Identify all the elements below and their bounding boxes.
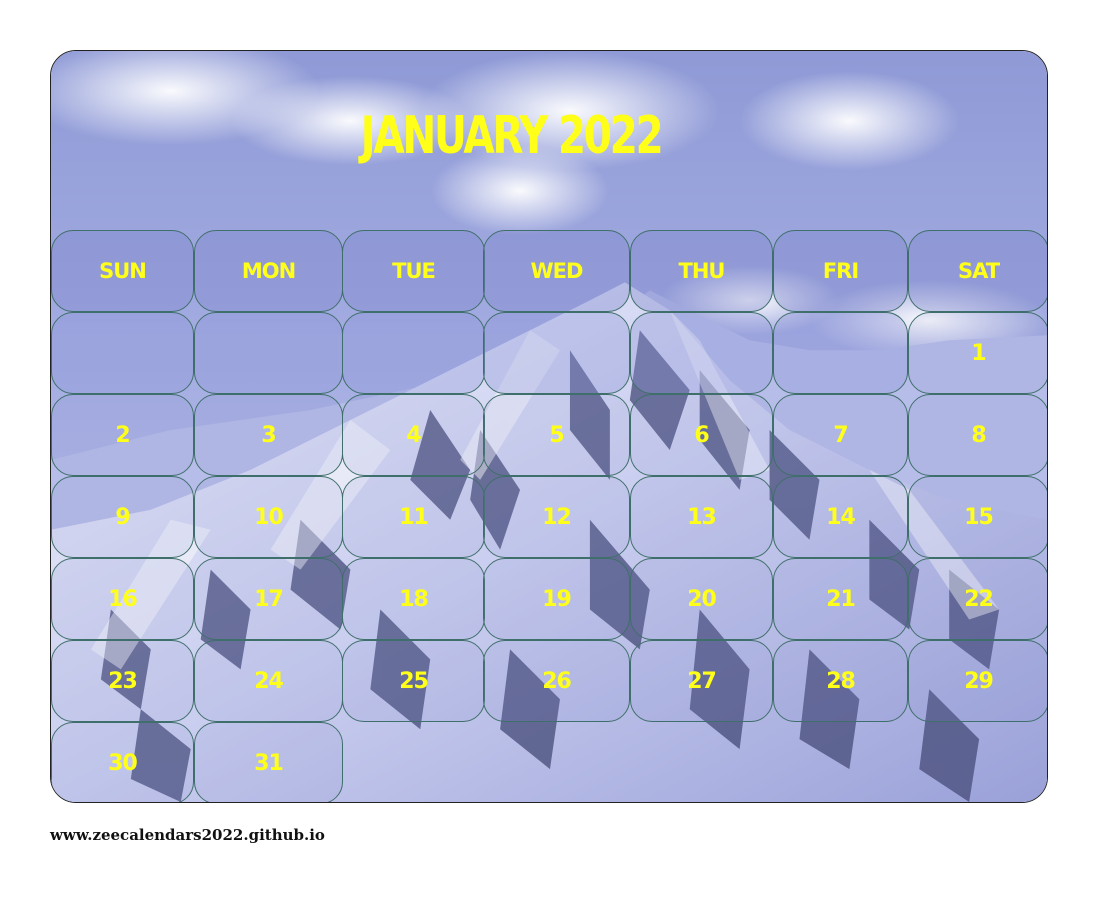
day-cell-7[interactable]: 7 <box>773 394 908 476</box>
day-cell-25[interactable]: 25 <box>342 640 485 722</box>
weekday-header-thu: THU <box>630 230 773 312</box>
empty-day-cell <box>773 312 908 394</box>
day-cell-13[interactable]: 13 <box>630 476 773 558</box>
day-cell-20[interactable]: 20 <box>630 558 773 640</box>
day-cell-1[interactable]: 1 <box>908 312 1047 394</box>
day-cell-23[interactable]: 23 <box>51 640 194 722</box>
day-cell-24[interactable]: 24 <box>194 640 343 722</box>
weekday-header-wed: WED <box>483 230 630 312</box>
snow-covered-mountain-icon <box>51 51 1047 802</box>
empty-day-cell <box>194 312 343 394</box>
day-cell-21[interactable]: 21 <box>773 558 908 640</box>
day-cell-3[interactable]: 3 <box>194 394 343 476</box>
day-cell-19[interactable]: 19 <box>483 558 630 640</box>
empty-day-cell <box>630 312 773 394</box>
day-cell-4[interactable]: 4 <box>342 394 485 476</box>
day-cell-17[interactable]: 17 <box>194 558 343 640</box>
month-title: JANUARY 2022 <box>360 106 664 166</box>
weekday-header-sat: SAT <box>908 230 1047 312</box>
day-cell-6[interactable]: 6 <box>630 394 773 476</box>
day-cell-16[interactable]: 16 <box>51 558 194 640</box>
weekday-header-tue: TUE <box>342 230 485 312</box>
calendar-card: JANUARY 2022 SUN MON TUE WED THU FRI SAT 1 2 3 4 5 6… <box>50 50 1048 803</box>
day-cell-27[interactable]: 27 <box>630 640 773 722</box>
day-cell-30[interactable]: 30 <box>51 722 194 802</box>
day-cell-29[interactable]: 29 <box>908 640 1047 722</box>
day-cell-10[interactable]: 10 <box>194 476 343 558</box>
empty-day-cell <box>342 312 485 394</box>
day-cell-2[interactable]: 2 <box>51 394 194 476</box>
day-cell-11[interactable]: 11 <box>342 476 485 558</box>
footer-url[interactable]: www.zeecalendars2022.github.io <box>50 826 325 844</box>
empty-day-cell <box>51 312 194 394</box>
weekday-header-sun: SUN <box>51 230 194 312</box>
day-cell-9[interactable]: 9 <box>51 476 194 558</box>
day-cell-12[interactable]: 12 <box>483 476 630 558</box>
day-cell-5[interactable]: 5 <box>483 394 630 476</box>
empty-day-cell <box>483 312 630 394</box>
day-cell-14[interactable]: 14 <box>773 476 908 558</box>
day-cell-15[interactable]: 15 <box>908 476 1047 558</box>
weekday-header-fri: FRI <box>773 230 908 312</box>
day-cell-31[interactable]: 31 <box>194 722 343 802</box>
day-cell-28[interactable]: 28 <box>773 640 908 722</box>
day-cell-26[interactable]: 26 <box>483 640 630 722</box>
day-cell-8[interactable]: 8 <box>908 394 1047 476</box>
day-cell-18[interactable]: 18 <box>342 558 485 640</box>
weekday-header-mon: MON <box>194 230 343 312</box>
day-cell-22[interactable]: 22 <box>908 558 1047 640</box>
